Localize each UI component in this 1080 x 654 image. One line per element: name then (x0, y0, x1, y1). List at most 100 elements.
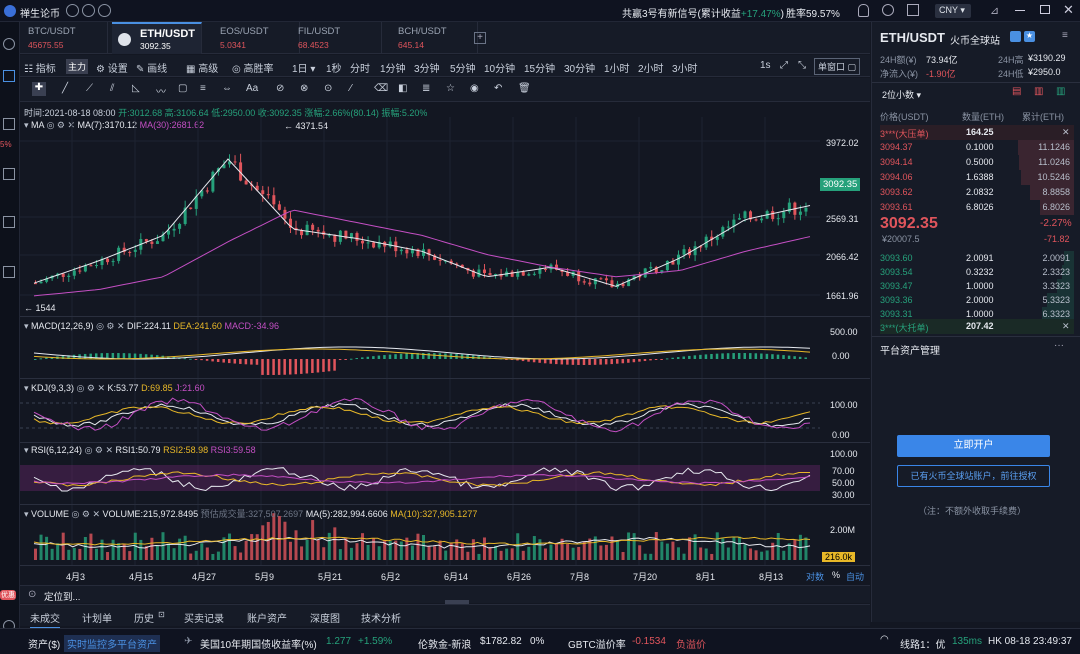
collapse-handle[interactable] (445, 600, 469, 606)
interval-3h[interactable]: 3小时 (672, 64, 698, 75)
fib-tool-icon[interactable]: ≡ (200, 83, 206, 94)
bid-row[interactable]: 3093.31 1.0000 6.3323 (880, 307, 1074, 322)
interval-1m[interactable]: 1分钟 (380, 64, 406, 75)
bid-row[interactable]: 3093.60 2.0091 2.0091 (880, 251, 1074, 266)
interval-2h[interactable]: 2小时 (638, 64, 664, 75)
interval-3m[interactable]: 3分钟 (414, 64, 440, 75)
pin-icon[interactable]: ⊿ (990, 5, 1000, 17)
ruler-icon[interactable]: ◧ (398, 83, 408, 94)
ask-row[interactable]: 3093.62 2.0832 8.8858 (880, 185, 1074, 200)
promo-badge[interactable]: 优惠 (0, 590, 16, 600)
interval-1s[interactable]: 1秒 (326, 64, 342, 75)
wave-tool-icon[interactable]: 〰 (156, 87, 166, 98)
ask-row[interactable]: 3094.14 0.5000 11.0246 (880, 155, 1074, 170)
tab-trade-records[interactable]: 买卖记录 (184, 614, 224, 625)
sidebar-icon-market[interactable] (3, 70, 15, 82)
interval-5m[interactable]: 5分钟 (450, 64, 476, 75)
authorize-button[interactable]: 已有火币全球站账户，前往授权 (897, 465, 1050, 487)
favorite-icon[interactable]: ★ (1024, 31, 1035, 42)
parallel-tool-icon[interactable]: ⫽ (110, 83, 115, 94)
advanced-button[interactable]: ▦ 高级 (186, 60, 218, 75)
chart-area[interactable]: 时间:2021-08-18 08:00 开:3012.68 高:3106.64 … (20, 103, 870, 585)
sidebar-icon-1[interactable] (3, 38, 15, 50)
high-win-button[interactable]: ◎ 高胜率 (232, 60, 274, 75)
angle-tool-icon[interactable]: ◺ (132, 83, 140, 94)
close-icon[interactable]: ✕ (1062, 321, 1070, 331)
currency-select[interactable]: CNY ▾ (935, 4, 971, 18)
sidebar-icon-6[interactable] (3, 266, 15, 278)
text-tool-icon[interactable]: Aa (246, 83, 259, 94)
depth-select[interactable]: 2位小数 ▾ (882, 90, 922, 100)
stack-icon[interactable]: ≣ (422, 83, 431, 94)
tab-depth-chart[interactable]: 深度图 (310, 614, 340, 625)
interval-30m[interactable]: 30分钟 (564, 64, 596, 75)
headset-icon[interactable] (882, 4, 894, 16)
orderbook-asks-icon[interactable]: ▥ (1034, 86, 1044, 97)
bell-icon[interactable] (858, 4, 869, 17)
gear-icon[interactable] (98, 4, 111, 17)
ask-row[interactable]: 3094.06 1.6388 10.5246 (880, 170, 1074, 185)
tab-open-orders[interactable]: 未成交 (30, 610, 60, 629)
minimize-icon[interactable] (1015, 10, 1025, 11)
undo-icon[interactable]: ↶ (494, 83, 503, 94)
open-account-button[interactable]: 立即开户 (897, 435, 1050, 457)
eye-icon[interactable]: ◉ (470, 83, 479, 94)
log-scale-button[interactable]: 对数 (806, 572, 825, 582)
star-icon[interactable]: ☆ (446, 83, 455, 94)
interval-15m[interactable]: 15分钟 (524, 64, 556, 75)
line-tool-icon[interactable]: ╱ (62, 83, 69, 94)
more-icon[interactable]: ··· (1054, 340, 1064, 351)
ma-eye-icon[interactable]: ◎ ⚙ ✕ (46, 120, 78, 130)
big-bid-row[interactable]: 3***(大托单) 207.42 ✕ (880, 319, 1074, 334)
ray-tool-icon[interactable]: ⟋ (86, 83, 93, 94)
ask-row[interactable]: 3093.61 6.8026 6.8026 (880, 200, 1074, 215)
interval-1h[interactable]: 1小时 (604, 64, 630, 75)
tab-eos[interactable]: EOS/USDT 5.0341 (212, 22, 300, 54)
trash-icon[interactable]: 🗑 (518, 83, 531, 94)
percent-scale-button[interactable]: % (832, 570, 841, 580)
line-status[interactable]: 线路1：优 (900, 640, 946, 651)
settings-button[interactable]: ⚙ 设置 (96, 60, 128, 75)
signal-text[interactable]: 共赢3号有新信号(累计收益+17.47%) (622, 5, 784, 20)
refresh-interval[interactable]: 1s (760, 60, 771, 71)
bid-row[interactable]: 3093.47 1.0000 3.3323 (880, 279, 1074, 294)
indicator-button[interactable]: ☷ 指标 (24, 60, 56, 75)
measure-tool-icon[interactable]: ⇔ (222, 83, 232, 94)
ask-row[interactable]: 3094.37 0.1000 11.1246 (880, 140, 1074, 155)
big-ask-row[interactable]: 3***(大压单) 164.25 ✕ (880, 125, 1074, 140)
tab-fil[interactable]: FIL/USDT 68.4523 (290, 22, 382, 54)
tab-plan-orders[interactable]: 计划单 (82, 614, 112, 625)
bid-row[interactable]: 3093.36 2.0000 5.3323 (880, 293, 1074, 308)
close-icon[interactable]: ✕ (1063, 2, 1074, 17)
hide-icon[interactable]: ⊗ (300, 83, 309, 94)
shirt-icon[interactable] (907, 4, 919, 16)
tab-btc[interactable]: BTC/USDT 45675.55 (20, 22, 108, 54)
sidebar-icon-4[interactable] (3, 168, 15, 180)
tab-bch[interactable]: BCH/USDT 645.14 (390, 22, 478, 54)
sidebar-icon-3[interactable] (3, 118, 15, 130)
close-icon[interactable]: ✕ (1062, 127, 1070, 137)
tab-technical-analysis[interactable]: 技术分析 (361, 614, 401, 625)
interval-dropdown[interactable]: 1日 ▾ (292, 64, 316, 75)
orderbook-bids-icon[interactable]: ▥ (1056, 86, 1066, 97)
add-tab-button[interactable]: + (474, 32, 486, 44)
fullscreen-icon[interactable]: ⤢ (780, 60, 788, 71)
menu-icon[interactable]: ≡ (1062, 30, 1068, 41)
crosshair-icon[interactable]: ✚ (32, 82, 46, 96)
window-mode-select[interactable]: 单窗口 ▢ (814, 58, 861, 75)
collapse-icon[interactable]: ▾ (24, 120, 32, 130)
sidebar-icon-5[interactable] (3, 216, 15, 228)
magnet-icon[interactable]: ⊘ (276, 83, 285, 94)
locate-bar[interactable]: ⊙ 定位到... (20, 585, 870, 606)
home-icon[interactable] (66, 4, 79, 17)
expand-icon[interactable]: ⤡ (798, 60, 806, 71)
tab-account-assets[interactable]: 账户资产 (247, 614, 287, 625)
orderbook-both-icon[interactable]: ▤ (1012, 86, 1022, 97)
draw-button[interactable]: ✎ 画线 (136, 60, 167, 75)
lock-icon[interactable] (82, 4, 95, 17)
eraser-icon[interactable]: ⌫ (374, 83, 389, 94)
interval-timeshare[interactable]: 分时 (350, 64, 370, 75)
brush-icon[interactable]: ⁄ (350, 83, 352, 94)
bid-row[interactable]: 3093.54 0.3232 2.3323 (880, 265, 1074, 280)
maximize-icon[interactable] (1040, 5, 1050, 14)
